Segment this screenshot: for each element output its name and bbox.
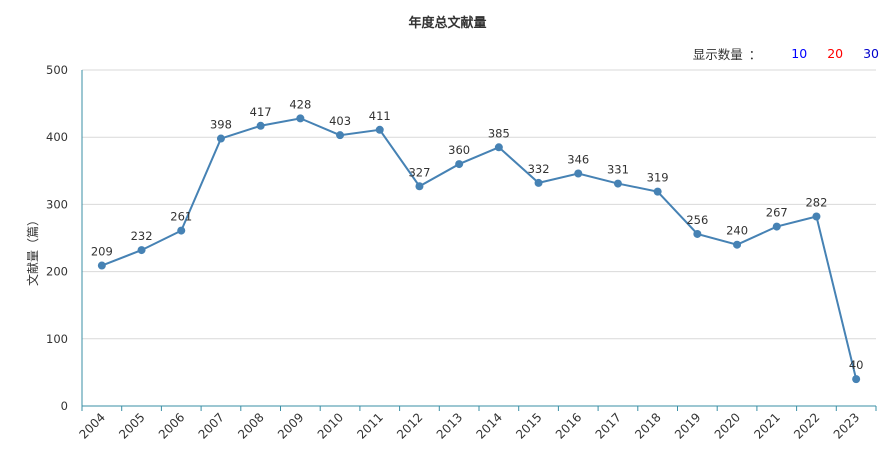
- x-tick-label: 2021: [751, 410, 782, 441]
- y-tick-label: 500: [46, 63, 68, 77]
- data-label: 398: [210, 118, 232, 132]
- data-label: 319: [647, 171, 669, 185]
- data-point[interactable]: [216, 134, 225, 143]
- data-point[interactable]: [733, 240, 742, 249]
- data-point[interactable]: [296, 114, 305, 123]
- data-label: 209: [91, 245, 113, 259]
- data-point[interactable]: [415, 182, 424, 191]
- data-point[interactable]: [693, 229, 702, 238]
- display-count-option-10[interactable]: 10: [791, 46, 808, 61]
- data-point[interactable]: [455, 160, 464, 169]
- data-point[interactable]: [137, 246, 146, 255]
- data-label: 417: [250, 105, 272, 119]
- data-label: 256: [686, 213, 708, 227]
- x-tick-label: 2022: [791, 410, 822, 441]
- data-point[interactable]: [772, 222, 781, 231]
- data-label: 331: [607, 163, 629, 177]
- y-tick-label: 200: [46, 265, 68, 279]
- x-tick-label: 2023: [831, 410, 862, 441]
- data-label: 411: [369, 109, 391, 123]
- data-label: 428: [289, 97, 311, 111]
- data-label: 282: [805, 195, 827, 209]
- x-tick-label: 2020: [712, 410, 743, 441]
- display-count-colon: ：: [748, 47, 762, 62]
- data-point[interactable]: [852, 375, 861, 384]
- data-label: 40: [849, 358, 864, 372]
- data-point[interactable]: [177, 226, 186, 235]
- display-count-option-30[interactable]: 30: [863, 46, 879, 61]
- x-tick-label: 2016: [553, 410, 584, 441]
- data-point[interactable]: [256, 121, 265, 130]
- data-label: 346: [567, 152, 589, 166]
- data-label: 385: [488, 126, 510, 140]
- data-point[interactable]: [97, 261, 106, 270]
- x-tick-label: 2005: [116, 410, 147, 441]
- data-point[interactable]: [653, 187, 662, 196]
- x-tick-label: 2018: [632, 410, 663, 441]
- x-tick-label: 2009: [275, 410, 306, 441]
- x-tick-label: 2017: [593, 410, 624, 441]
- x-tick-label: 2006: [156, 410, 187, 441]
- data-label: 403: [329, 114, 351, 128]
- display-count-option-20[interactable]: 20: [827, 46, 844, 61]
- x-tick-label: 2011: [354, 410, 385, 441]
- data-label: 332: [528, 162, 550, 176]
- series-line: [101, 117, 858, 380]
- data-point[interactable]: [336, 131, 345, 140]
- x-tick-label: 2004: [76, 410, 107, 441]
- y-tick-label: 400: [46, 130, 68, 144]
- data-label: 360: [448, 143, 470, 157]
- y-tick-label: 300: [46, 197, 68, 211]
- x-tick-label: 2015: [513, 410, 544, 441]
- x-tick-label: 2019: [672, 410, 703, 441]
- y-tick-label: 0: [61, 399, 68, 413]
- data-point[interactable]: [534, 178, 543, 187]
- data-point[interactable]: [613, 179, 622, 188]
- data-label: 261: [170, 210, 192, 224]
- x-tick-label: 2008: [235, 410, 266, 441]
- data-point[interactable]: [812, 212, 821, 221]
- data-label: 327: [408, 165, 430, 179]
- display-count-label: 显示数量: [692, 47, 743, 62]
- data-label: 240: [726, 224, 748, 238]
- display-count-selector: 显示数量 ： 10 20 30: [693, 44, 879, 63]
- data-point[interactable]: [494, 143, 503, 152]
- x-tick-label: 2014: [473, 410, 504, 441]
- chart-title: 年度总文献量: [408, 16, 487, 31]
- y-axis-label: 文献量（篇）: [25, 214, 40, 286]
- data-point[interactable]: [574, 169, 583, 178]
- data-label: 232: [131, 229, 153, 243]
- y-tick-label: 100: [46, 332, 68, 346]
- data-point[interactable]: [375, 125, 384, 134]
- x-tick-label: 2007: [196, 410, 227, 441]
- x-tick-label: 2010: [315, 410, 346, 441]
- data-label: 267: [766, 206, 788, 220]
- x-tick-label: 2012: [394, 410, 425, 441]
- x-tick-label: 2013: [434, 410, 465, 441]
